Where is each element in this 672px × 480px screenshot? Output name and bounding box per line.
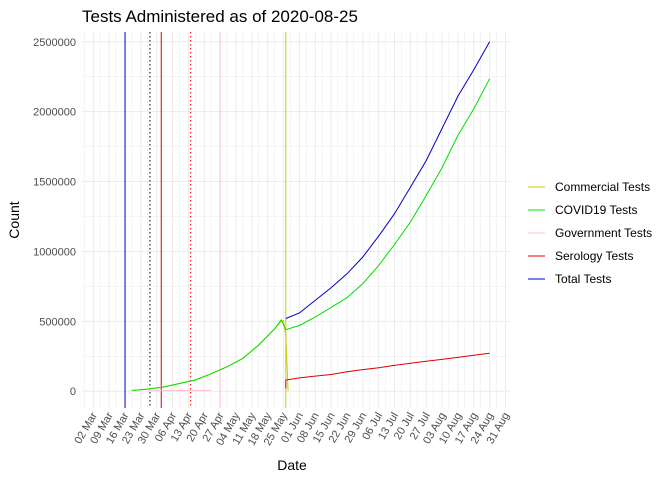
series-line-total-tests bbox=[285, 41, 491, 319]
legend-item: COVID19 Tests bbox=[528, 203, 637, 217]
y-tick-label: 0 bbox=[70, 386, 76, 398]
y-tick-label: 1500000 bbox=[33, 177, 76, 189]
series-line-serology-tests bbox=[285, 352, 490, 389]
y-axis-title: Count bbox=[6, 201, 22, 238]
legend-label: Serology Tests bbox=[555, 249, 634, 263]
series-line-covid19-tests bbox=[131, 78, 491, 391]
legend-label: Commercial Tests bbox=[555, 180, 650, 194]
legend-item: Government Tests bbox=[528, 226, 652, 240]
series-lines bbox=[131, 41, 491, 392]
legend-item: Commercial Tests bbox=[528, 180, 650, 194]
series-line-commercial-tests bbox=[131, 319, 289, 392]
legend-item: Total Tests bbox=[528, 272, 611, 286]
grid bbox=[82, 32, 510, 408]
legend-label: COVID19 Tests bbox=[555, 203, 637, 217]
legend-label: Government Tests bbox=[555, 226, 652, 240]
legend-label: Total Tests bbox=[555, 272, 611, 286]
legend: Commercial Tests COVID19 Tests Government … bbox=[528, 180, 652, 286]
y-tick-label: 1000000 bbox=[33, 246, 76, 258]
legend-item: Serology Tests bbox=[528, 249, 634, 263]
y-tick-label: 2500000 bbox=[33, 37, 76, 49]
x-axis-title: Date bbox=[277, 457, 307, 473]
reference-lines bbox=[124, 32, 287, 408]
y-tick-label: 2000000 bbox=[33, 107, 76, 119]
y-tick-label: 500000 bbox=[39, 316, 76, 328]
y-axis-ticks: 0 500000 1000000 1500000 2000000 2500000 bbox=[33, 37, 76, 398]
chart-title: Tests Administered as of 2020-08-25 bbox=[82, 7, 358, 26]
